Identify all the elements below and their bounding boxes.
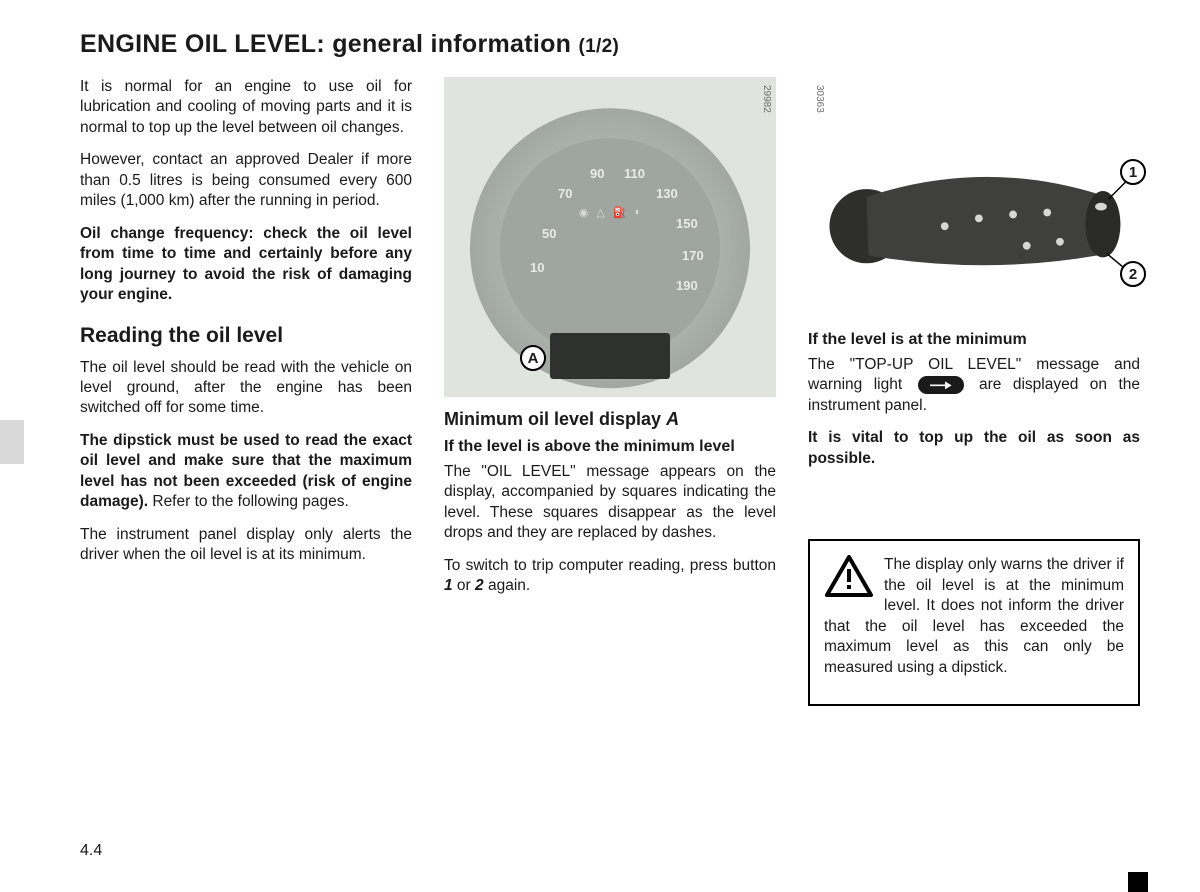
gauge-number: 170 [682,248,704,263]
gauge-number: 110 [624,166,645,181]
gauge-display-box [550,333,670,379]
page-title: ENGINE OIL LEVEL: general information (1… [80,30,1140,59]
subheading-3: If the level is above the minimum level [444,438,776,456]
column-left: It is normal for an engine to use oil fo… [80,77,412,706]
para: The oil level should be read with the ve… [80,358,412,419]
ref-1: 1 [444,577,453,594]
column-right: 30363 [808,77,1140,706]
p-mid: or [453,577,475,594]
page: ENGINE OIL LEVEL: general information (1… [0,0,1200,888]
ref-2: 2 [475,577,484,594]
indicator-icon: ◐ [635,206,642,219]
indicator-icon: ⛽ [613,206,627,219]
page-number: 4.4 [80,842,102,860]
para: The "TOP-UP OIL LEVEL" message and warni… [808,355,1140,416]
p-pre: To switch to trip computer reading, pres… [444,557,776,574]
warning-triangle-icon [824,555,874,599]
corner-mark [1128,872,1148,892]
gauge-face: ◉ △ ⛽ ◐ 50 70 90 110 130 150 170 190 10 [500,138,720,358]
para: The dipstick must be used to read the ex… [80,431,412,513]
subheading-2: Minimum oil level display A [444,409,776,430]
indicator-icon: ◉ [579,206,589,219]
para-bold: Oil change frequency: check the oil leve… [80,224,412,306]
stalk-svg [808,77,1140,307]
gauge-number: 190 [676,278,698,293]
h3-pre: Minimum oil level display [444,409,666,429]
title-suffix: (1/2) [579,36,620,57]
title-main: ENGINE OIL LEVEL: general information [80,30,571,58]
gauge-number: 50 [542,226,556,241]
para-bold: It is vital to top up the oil as soon as… [808,428,1140,469]
columns: It is normal for an engine to use oil fo… [80,77,1140,706]
para: However, contact an approved Dealer if m… [80,150,412,211]
para-tail: Refer to the following pages. [148,493,349,510]
subheading: Reading the oil level [80,324,412,348]
indicator-icon: △ [596,206,604,219]
gauge-number: 130 [656,186,678,201]
gauge-number: 90 [590,166,604,181]
gauge-number: 150 [676,216,698,231]
callout-badge-a: A [520,345,546,371]
figure-code: 30363 [814,85,825,113]
figure-code: 29982 [761,85,772,113]
gauge-number: 10 [530,260,544,275]
para: To switch to trip computer reading, pres… [444,556,776,597]
para: The "OIL LEVEL" message appears on the d… [444,462,776,544]
section-tab [0,420,24,464]
gauge-number: 70 [558,186,572,201]
column-middle: 29982 ◉ △ ⛽ ◐ 50 70 90 110 130 150 170 190 10 A [444,77,776,706]
callout-badge-1: 1 [1120,159,1146,185]
p-post: again. [484,577,531,594]
para: It is normal for an engine to use oil fo… [80,77,412,138]
subheading-3: If the level is at the minimum [808,331,1140,349]
stalk-figure: 30363 [808,77,1140,307]
warning-box: The display only warns the driver if the… [808,539,1140,706]
h3-italic: A [666,409,679,429]
oil-warning-icon [918,376,964,394]
gauge-figure: 29982 ◉ △ ⛽ ◐ 50 70 90 110 130 150 170 190 10 A [444,77,776,397]
para: The instrument panel display only alerts… [80,525,412,566]
gauge-icons: ◉ △ ⛽ ◐ [579,206,641,219]
callout-badge-2: 2 [1120,261,1146,287]
